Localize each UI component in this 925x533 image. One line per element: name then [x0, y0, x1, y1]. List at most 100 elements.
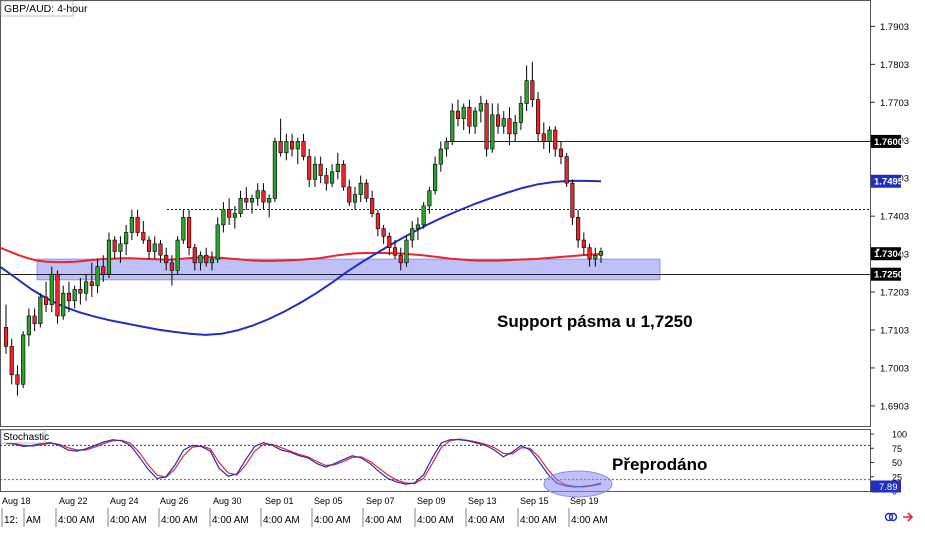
price-panel-frame [0, 0, 871, 427]
candle [101, 255, 106, 282]
x-date-label: Sep 01 [265, 496, 294, 506]
moving-average-red [0, 246, 602, 264]
stochastic-panel-frame [0, 429, 871, 492]
candle-body [55, 273, 60, 317]
candle-body [387, 235, 392, 248]
candle [169, 255, 174, 286]
candle [415, 217, 420, 241]
support-annotation: Support pásma u 1,7250 [497, 312, 693, 331]
candle [347, 179, 352, 206]
x-date-label: Aug 26 [160, 496, 189, 506]
candle [232, 205, 237, 229]
candle-body [158, 243, 163, 256]
stoch-y-tick-label: 25 [892, 472, 902, 482]
candle-body [26, 315, 31, 336]
candle [215, 217, 220, 263]
candle [112, 236, 117, 260]
candle-body [255, 190, 260, 199]
candle-body [564, 156, 569, 184]
candle [118, 236, 123, 263]
y-tick-label: 1.7803 [880, 60, 909, 71]
candle [312, 156, 318, 187]
x-date-label: Sep 07 [366, 496, 395, 506]
candle [244, 186, 249, 210]
candle-body [524, 80, 529, 104]
candle-body [404, 239, 409, 264]
candle-body [301, 141, 306, 157]
price-marker [876, 248, 880, 252]
candle [387, 232, 392, 256]
candle [66, 281, 72, 313]
candle-body [181, 216, 186, 241]
candle-body [9, 346, 14, 376]
candle-body [61, 292, 66, 317]
candle-body [289, 141, 295, 150]
candle [501, 111, 506, 134]
candle [558, 141, 564, 165]
arrow-right-icon[interactable] [903, 512, 914, 522]
candle [530, 61, 535, 108]
candle-body [518, 103, 523, 123]
candle [164, 247, 169, 271]
support-zone [36, 258, 661, 281]
candle [38, 293, 43, 328]
candle [135, 209, 140, 237]
oversold-ellipse [543, 470, 613, 498]
price-badge-label: 1.7304 [874, 249, 904, 260]
stoch-value-badge [871, 480, 901, 493]
candle [55, 270, 60, 324]
candle-body [261, 190, 266, 203]
candle [272, 137, 277, 203]
candle-body [410, 228, 415, 241]
price-badge: 1.7304 [871, 247, 904, 261]
candle [324, 167, 329, 191]
candle [26, 308, 31, 347]
candle-body [198, 254, 203, 264]
candle [341, 160, 346, 191]
stoch-y-tick-label: 75 [892, 444, 902, 454]
candle-body [21, 334, 26, 385]
candle-body [433, 163, 438, 192]
candle [221, 202, 226, 233]
candle [204, 247, 209, 267]
candle [32, 308, 37, 332]
candle [335, 152, 340, 180]
oversold-annotation: Přeprodáno [612, 455, 707, 474]
candle-body [227, 209, 232, 218]
candle-body [249, 198, 255, 203]
horizontal-lines-layer [0, 141, 870, 275]
price-badge: 1.7250 [871, 267, 903, 281]
candle-body [375, 213, 380, 229]
support-zone-layer [36, 258, 661, 281]
candle-body [587, 247, 592, 260]
candle [598, 247, 604, 263]
candle [587, 243, 592, 267]
candle-body [169, 262, 174, 271]
candle [43, 281, 49, 313]
candle [9, 338, 14, 385]
candle-body [38, 296, 43, 324]
candle-body [358, 182, 363, 195]
candle [158, 240, 163, 263]
candle-body [267, 198, 272, 203]
x-time-label: 4:00 AM [110, 515, 147, 526]
candle [535, 92, 541, 142]
candle-body [330, 171, 335, 184]
candle [427, 186, 432, 214]
candle [49, 266, 54, 313]
candle [301, 133, 306, 161]
y-tick-label: 1.7103 [880, 325, 909, 336]
candle [284, 133, 289, 161]
candle-body [43, 296, 49, 305]
link-icon[interactable] [884, 512, 898, 522]
candle [541, 122, 546, 149]
candle-body [530, 80, 535, 100]
candle-body [135, 216, 140, 233]
stochastic-main-line [5, 439, 602, 488]
moving-average-blue [0, 179, 602, 336]
x-time-label: 4:00 AM [58, 515, 95, 526]
candle-body [106, 239, 112, 275]
candle [444, 137, 449, 157]
candle-body [278, 141, 283, 154]
candle [187, 209, 192, 256]
